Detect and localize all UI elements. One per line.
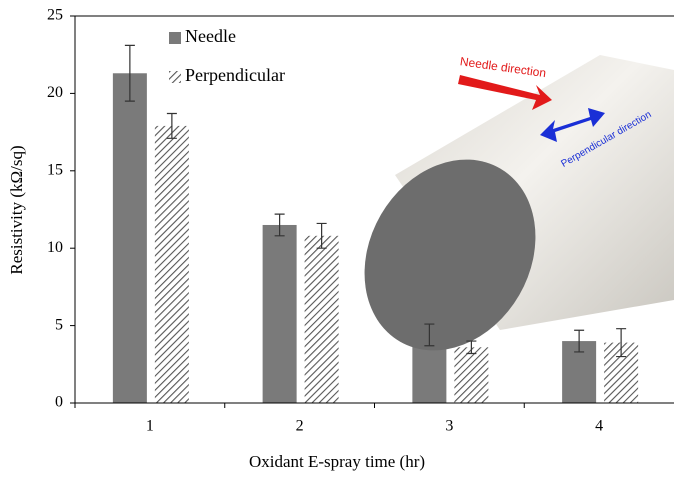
error-bar	[316, 222, 327, 249]
bar	[154, 125, 189, 404]
legend-label: Needle	[185, 26, 236, 46]
error-bar	[616, 328, 627, 358]
legend-swatch	[169, 71, 181, 83]
x-tick-label: 2	[296, 418, 304, 435]
error-bar	[274, 213, 285, 237]
y-tick-label: 20	[47, 84, 63, 101]
needle-arrow	[458, 75, 552, 110]
y-tick-label: 10	[47, 239, 63, 256]
error-bar	[574, 329, 585, 353]
perpendicular-arrow	[540, 108, 605, 142]
annotation: Needle direction	[459, 54, 547, 80]
y-axis-title: Resistivity (kΩ/sq)	[7, 145, 26, 274]
bar	[454, 347, 489, 403]
cylinder-illustration: Needle direction Perpendicular direction	[364, 54, 674, 351]
x-tick-label: 3	[445, 418, 453, 435]
x-tick-label: 1	[146, 418, 154, 435]
legend-swatch	[169, 32, 181, 44]
error-bar	[424, 323, 435, 347]
error-bar	[124, 44, 135, 102]
bar	[112, 73, 147, 403]
legend-label: Perpendicular	[185, 65, 285, 85]
error-bar	[466, 340, 477, 355]
bar	[304, 235, 339, 403]
y-tick-label: 0	[55, 394, 63, 411]
y-tick-label: 25	[47, 7, 63, 24]
bar	[262, 224, 297, 403]
y-tick-label: 15	[47, 161, 63, 178]
y-tick-label: 5	[55, 316, 63, 333]
x-axis-title: Oxidant E-spray time (hr)	[249, 452, 425, 471]
x-tick-label: 4	[595, 418, 603, 435]
error-bar	[166, 112, 177, 139]
